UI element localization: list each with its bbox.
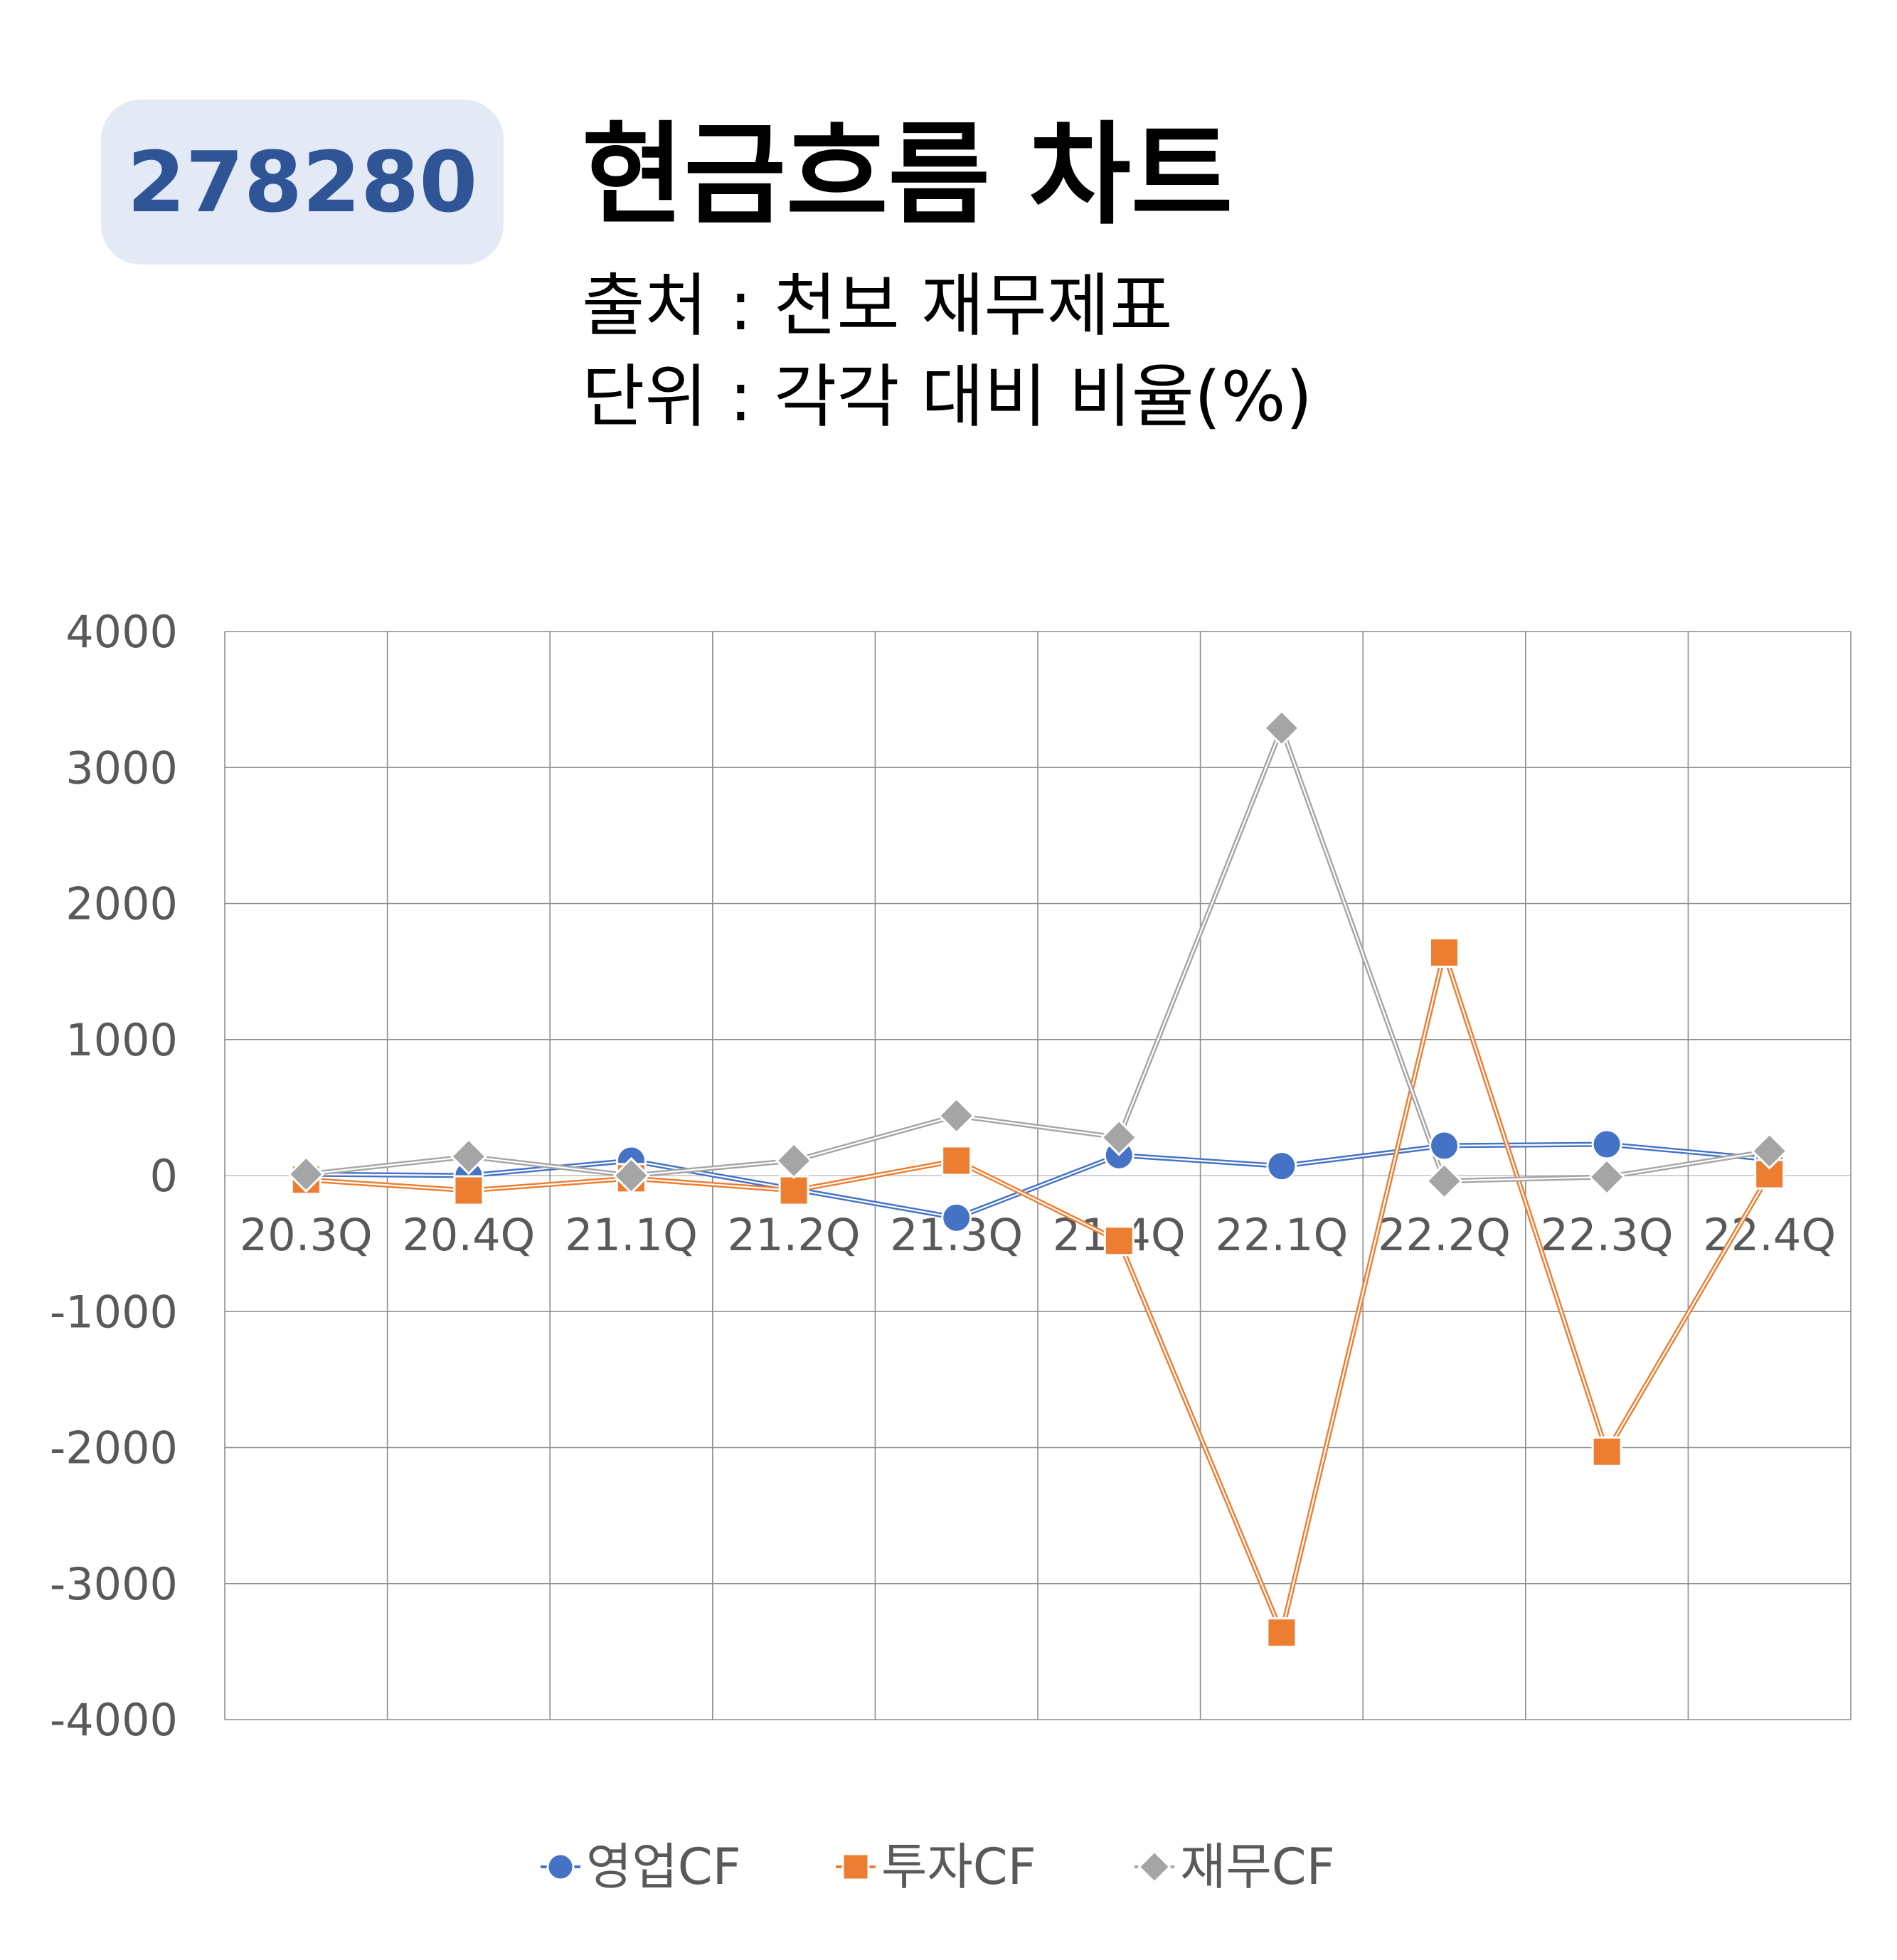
legend-marker — [841, 1853, 870, 1881]
legend-marker — [546, 1853, 575, 1881]
series-markers — [287, 709, 1788, 1649]
y-axis-ticks: 4000 3000 2000 1000 0 -1000 -2000 -3000 -4000 — [50, 606, 178, 1746]
x-tick-label: 22.3Q — [1541, 1209, 1674, 1261]
x-tick-label: 20.3Q — [240, 1209, 373, 1261]
x-tick-label: 22.1Q — [1215, 1209, 1348, 1261]
data-point — [1266, 1151, 1297, 1182]
legend-label: 재무CF — [1180, 1838, 1335, 1896]
y-tick-label: 3000 — [65, 742, 178, 794]
x-tick-label: 22.2Q — [1378, 1209, 1511, 1261]
y-tick-label: 2000 — [65, 878, 178, 930]
y-tick-label: -1000 — [50, 1286, 178, 1338]
y-tick-label: -2000 — [50, 1422, 178, 1474]
data-point — [1429, 1130, 1460, 1161]
y-tick-label: 1000 — [65, 1014, 178, 1066]
data-point — [450, 1138, 488, 1176]
series-line-inner — [306, 949, 1770, 1636]
data-point — [453, 1175, 484, 1206]
data-point — [941, 1145, 972, 1176]
series-line-inner — [306, 725, 1770, 1182]
y-tick-label: -4000 — [50, 1694, 178, 1746]
legend-item: 투자CF — [836, 1838, 1036, 1896]
source-line: 출처 : 천보 재무제표 — [582, 266, 1173, 346]
data-point — [1266, 1617, 1297, 1649]
data-point — [937, 1097, 975, 1134]
data-point — [287, 1155, 325, 1193]
y-tick-label: 4000 — [65, 606, 178, 658]
y-tick-label: -3000 — [50, 1558, 178, 1610]
data-point — [1588, 1158, 1626, 1196]
x-tick-label: 21.2Q — [728, 1209, 861, 1261]
data-point — [1103, 1225, 1135, 1257]
data-point — [1429, 937, 1460, 968]
chart-title: 현금흐름 차트 — [582, 110, 1233, 240]
legend-label: 영업CF — [586, 1838, 741, 1896]
data-point — [1425, 1162, 1463, 1200]
data-point — [1100, 1119, 1138, 1156]
x-tick-label: 20.4Q — [402, 1209, 535, 1261]
data-point — [941, 1202, 972, 1233]
data-point — [775, 1141, 813, 1180]
stock-code-badge: 278280 — [101, 100, 504, 265]
data-point — [778, 1175, 809, 1206]
data-point — [1591, 1436, 1622, 1467]
series-lines — [305, 720, 1772, 1641]
data-point — [1750, 1132, 1788, 1170]
grid-lines — [224, 631, 1851, 1720]
legend-item: 재무CF — [1135, 1838, 1335, 1896]
x-axis-ticks: 20.3Q20.4Q21.1Q21.2Q21.3Q21.4Q22.1Q22.2Q… — [240, 1209, 1836, 1261]
data-point — [1591, 1129, 1622, 1160]
legend-item: 영업CF — [541, 1838, 741, 1896]
unit-line: 단위 : 각각 대비 비율(%) — [582, 357, 1313, 437]
x-tick-label: 21.1Q — [565, 1209, 698, 1261]
legend-label: 투자CF — [881, 1838, 1036, 1896]
y-tick-label: 0 — [150, 1150, 178, 1202]
legend: 영업CF 투자CF 재무CF — [541, 1838, 1335, 1896]
data-point — [1263, 709, 1301, 747]
data-point — [612, 1156, 650, 1195]
legend-marker — [1137, 1850, 1171, 1884]
